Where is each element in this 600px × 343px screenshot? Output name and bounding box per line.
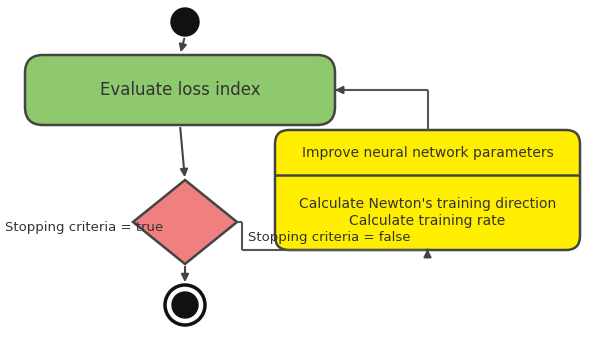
Text: Stopping criteria = true: Stopping criteria = true	[5, 222, 163, 235]
Circle shape	[172, 292, 198, 318]
Text: Evaluate loss index: Evaluate loss index	[100, 81, 260, 99]
FancyBboxPatch shape	[25, 55, 335, 125]
FancyBboxPatch shape	[275, 130, 580, 250]
Circle shape	[165, 285, 205, 325]
Text: Stopping criteria = false: Stopping criteria = false	[248, 232, 410, 245]
Text: Improve neural network parameters: Improve neural network parameters	[302, 145, 553, 159]
Polygon shape	[133, 180, 237, 264]
Text: Calculate Newton's training direction
Calculate training rate: Calculate Newton's training direction Ca…	[299, 198, 556, 228]
Circle shape	[171, 8, 199, 36]
